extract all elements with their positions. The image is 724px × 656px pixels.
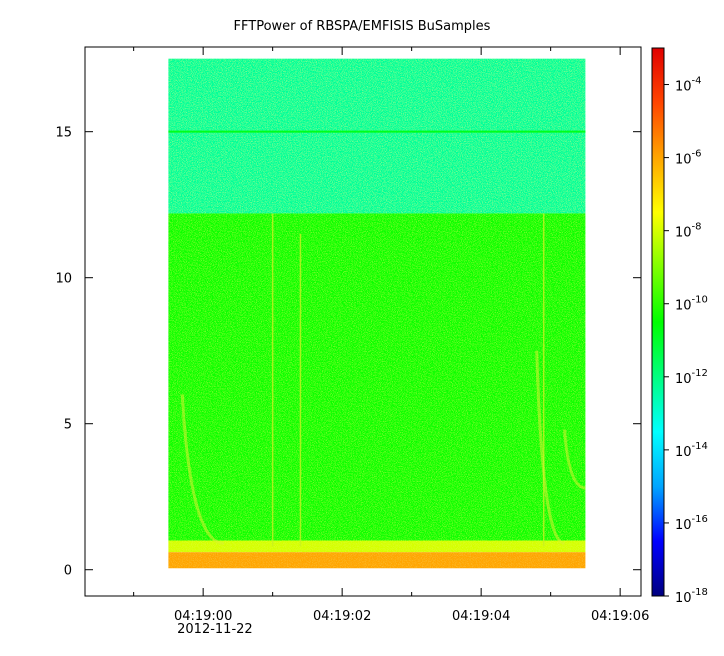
colorbar-tick-base: 10 — [675, 518, 692, 533]
colorbar-tick-exp: -14 — [692, 441, 708, 452]
colorbar-tick-label: 10-14 — [675, 441, 708, 460]
chorus-arc — [535, 350, 565, 545]
colorbar-tick-exp: -10 — [692, 295, 708, 306]
colorbar-tick-exp: -6 — [692, 149, 702, 160]
heatmap-layer — [168, 58, 586, 569]
colorbar-tick-exp: -16 — [692, 514, 708, 525]
plot-area: 0 5 10 15 04:19:00 04:19:02 04:19:04 04:19:06 2… — [55, 46, 649, 637]
chorus-arc — [180, 394, 225, 545]
colorbar-tick-label: 10-6 — [675, 149, 702, 168]
chart-title: FFTPower of RBSPA/EMFISIS BuSamples — [234, 19, 491, 34]
colorbar-tick-label: 10-12 — [675, 368, 708, 387]
heatmap-band — [168, 552, 586, 569]
colorbar-tick-label: 10-16 — [675, 514, 708, 533]
colorbar-tick-exp: -8 — [692, 222, 702, 233]
colorbar-tick-exp: -12 — [692, 368, 708, 379]
heatmap-band — [168, 213, 586, 541]
heatmap-band — [168, 540, 586, 553]
x-tick-label: 04:19:02 — [313, 609, 371, 624]
x-tick-label: 04:19:00 — [174, 609, 232, 624]
x-tick-label: 04:19:04 — [452, 609, 510, 624]
colorbar-tick-base: 10 — [675, 445, 692, 460]
chorus-arc — [563, 429, 586, 490]
colorbar-tick-label: 10-10 — [675, 295, 708, 314]
colorbar-tick-base: 10 — [675, 226, 692, 241]
colorbar-gradient — [651, 47, 665, 597]
x-tick-label: 04:19:06 — [591, 609, 649, 624]
colorbar-tick-base: 10 — [675, 299, 692, 314]
colorbar-tick-exp: -18 — [692, 587, 708, 598]
y-tick-label: 15 — [55, 126, 72, 141]
x-axis: 04:19:00 04:19:02 04:19:04 04:19:06 2012-11-… — [133, 47, 649, 637]
y-axis: 0 5 10 15 — [55, 126, 641, 579]
y-tick-label: 0 — [64, 564, 72, 579]
colorbar-tick-label: 10-4 — [675, 76, 702, 95]
colorbar-tick-base: 10 — [675, 591, 692, 606]
y-tick-label: 10 — [55, 272, 72, 287]
colorbar-tick-label: 10-8 — [675, 222, 702, 241]
colorbar-tick-base: 10 — [675, 372, 692, 387]
colorbar-tick-base: 10 — [675, 153, 692, 168]
colorbar-tick-exp: -4 — [692, 76, 702, 87]
colorbar-tick-base: 10 — [675, 80, 692, 95]
heatmap-band — [168, 58, 586, 214]
y-tick-label: 5 — [64, 418, 72, 433]
colorbar-tick-label: 10-18 — [675, 587, 708, 606]
x-date-label: 2012-11-22 — [177, 622, 253, 637]
